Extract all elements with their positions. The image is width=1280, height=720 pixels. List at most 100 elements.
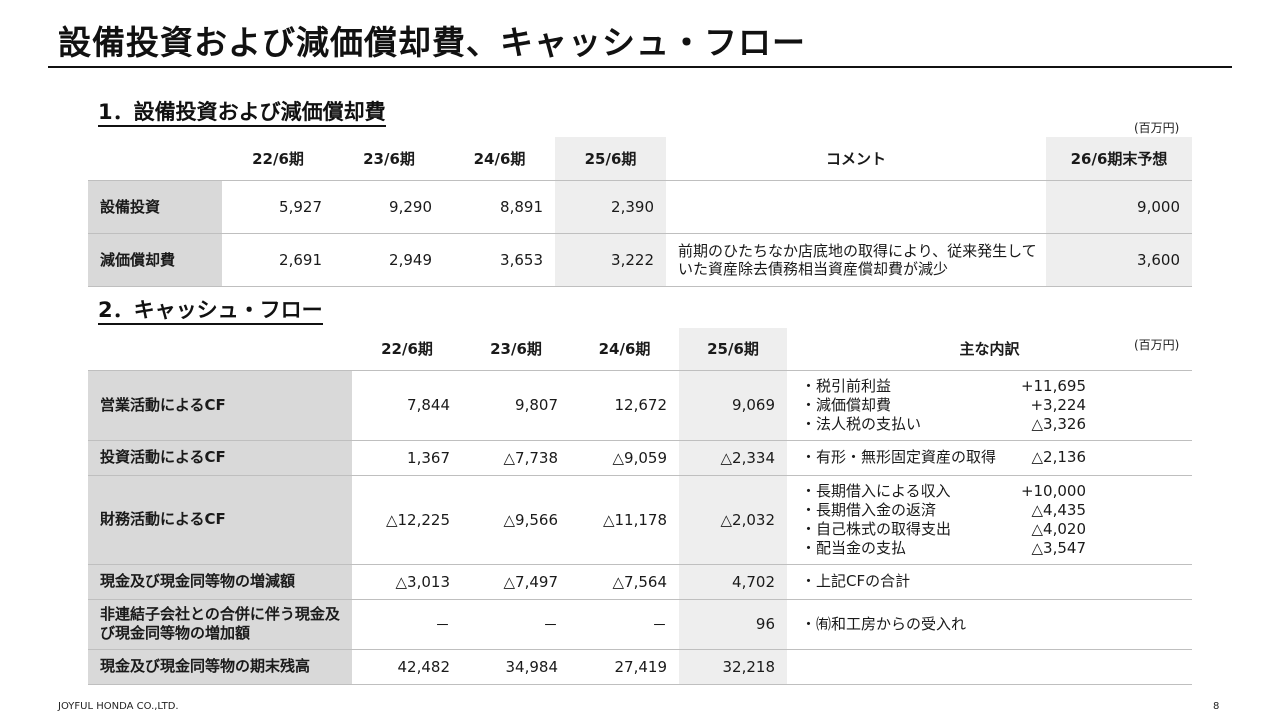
breakdown-item: ・長期借入金の返済 △4,435 [801, 501, 1086, 520]
row-label: 減価償却費 [88, 233, 222, 287]
table-cell: － [570, 599, 679, 650]
table-row: 投資活動によるCF 1,367 △7,738 △9,059 △2,334 ・有形… [88, 440, 1192, 476]
table-cell: △11,178 [570, 475, 679, 565]
row-label: 現金及び現金同等物の増減額 [88, 564, 352, 600]
table-cell: 34,984 [462, 649, 570, 685]
breakdown-label: ・㈲和工房からの受入れ [801, 614, 967, 633]
comment-cell [666, 180, 1046, 234]
table-row: 減価償却費 2,691 2,949 3,653 3,222 前期のひたちなか店底… [88, 233, 1192, 287]
table-cell: △7,497 [462, 564, 570, 600]
table-header-row: 22/6期 23/6期 24/6期 25/6期 主な内訳 [88, 328, 1192, 371]
breakdown-amount: +11,695 [1020, 376, 1086, 395]
table-header-row: 22/6期 23/6期 24/6期 25/6期 コメント 26/6期末予想 [88, 137, 1192, 181]
column-header: 22/6期 [352, 328, 462, 371]
breakdown-item: ・長期借入による収入 +10,000 [801, 482, 1086, 501]
column-header: 26/6期末予想 [1046, 137, 1192, 181]
table-cell: 2,949 [334, 233, 444, 287]
table-cell: △12,225 [352, 475, 462, 565]
table-cell: 42,482 [352, 649, 462, 685]
breakdown-cell: ・長期借入による収入 +10,000 ・長期借入金の返済 △4,435 ・自己株式の… [787, 475, 1192, 565]
breakdown-cell: ・上記CFの合計 [787, 564, 1192, 600]
table-cell: 27,419 [570, 649, 679, 685]
breakdown-cell [787, 649, 1192, 685]
breakdown-item: ・配当金の支払 △3,547 [801, 539, 1086, 558]
table-row: 非連結子会社との合併に伴う現金及び現金同等物の増加額 － － － 96 ・㈲和工… [88, 599, 1192, 650]
breakdown-cell: ・税引前利益 +11,695 ・減価償却費 +3,224 ・法人税の支払い △3,32… [787, 370, 1192, 441]
breakdown-item: ・㈲和工房からの受入れ [801, 615, 1086, 634]
column-header: 24/6期 [570, 328, 679, 371]
breakdown-item: ・有形・無形固定資産の取得 △2,136 [801, 448, 1086, 467]
breakdown-label: ・減価償却費 [801, 395, 892, 414]
table-cell: － [462, 599, 570, 650]
row-label: 現金及び現金同等物の期末残高 [88, 649, 352, 685]
table-cell: 4,702 [679, 564, 787, 600]
table-cell: 3,222 [555, 233, 666, 287]
row-label: 投資活動によるCF [88, 440, 352, 476]
table-row: 現金及び現金同等物の期末残高 42,482 34,984 27,419 32,2… [88, 649, 1192, 685]
breakdown-label: ・法人税の支払い [801, 414, 922, 433]
breakdown-label: ・自己株式の取得支出 [801, 519, 952, 538]
table-cell: 7,844 [352, 370, 462, 441]
column-header: 主な内訳 [787, 328, 1192, 371]
breakdown-amount: △3,547 [1031, 538, 1086, 557]
breakdown-cell: ・有形・無形固定資産の取得 △2,136 [787, 440, 1192, 476]
section-heading-cashflow: 2．キャッシュ・フロー [98, 298, 323, 325]
table-cell: △2,334 [679, 440, 787, 476]
breakdown-item: ・自己株式の取得支出 △4,020 [801, 520, 1086, 539]
column-header [88, 137, 222, 181]
table-cell: 9,069 [679, 370, 787, 441]
column-header [88, 328, 352, 371]
cashflow-table: 22/6期 23/6期 24/6期 25/6期 主な内訳 営業活動によるCF 7… [88, 328, 1192, 685]
comment-cell: 前期のひたちなか店底地の取得により、従来発生していた資産除去債務相当資産償却費が… [666, 233, 1046, 287]
column-header: コメント [666, 137, 1046, 181]
title-divider [48, 66, 1232, 68]
table-row: 設備投資 5,927 9,290 8,891 2,390 9,000 [88, 180, 1192, 234]
breakdown-label: ・長期借入金の返済 [801, 500, 937, 519]
table-cell: 2,691 [222, 233, 334, 287]
breakdown-item: ・法人税の支払い △3,326 [801, 415, 1086, 434]
table-cell: 8,891 [444, 180, 555, 234]
capex-depreciation-table: 22/6期 23/6期 24/6期 25/6期 コメント 26/6期末予想 設備… [88, 137, 1192, 287]
breakdown-amount: △4,020 [1031, 519, 1086, 538]
table-cell: 1,367 [352, 440, 462, 476]
table-cell: △7,564 [570, 564, 679, 600]
breakdown-amount: +10,000 [1020, 481, 1086, 500]
table-row: 現金及び現金同等物の増減額 △3,013 △7,497 △7,564 4,702… [88, 564, 1192, 600]
breakdown-label: ・有形・無形固定資産の取得 [801, 448, 997, 466]
table-cell: 9,807 [462, 370, 570, 441]
breakdown-label: ・長期借入による収入 [801, 481, 951, 500]
breakdown-label: ・上記CFの合計 [801, 572, 911, 590]
table-cell: 3,653 [444, 233, 555, 287]
table-row: 財務活動によるCF △12,225 △9,566 △11,178 △2,032 … [88, 475, 1192, 565]
unit-label: (百万円) [1134, 121, 1180, 135]
table-cell: 5,927 [222, 180, 334, 234]
forecast-cell: 9,000 [1046, 180, 1192, 234]
breakdown-label: ・税引前利益 [801, 376, 892, 395]
table-cell: △7,738 [462, 440, 570, 476]
column-header: 24/6期 [444, 137, 555, 181]
column-header: 22/6期 [222, 137, 334, 181]
breakdown-amount: △3,326 [1031, 414, 1086, 433]
breakdown-item: ・税引前利益 +11,695 [801, 377, 1086, 396]
breakdown-amount: △2,136 [1031, 448, 1086, 466]
table-cell: △3,013 [352, 564, 462, 600]
row-label: 非連結子会社との合併に伴う現金及び現金同等物の増加額 [88, 599, 352, 650]
page-title: 設備投資および減価償却費、キャッシュ・フロー [58, 23, 806, 62]
page-number: 8 [1213, 701, 1220, 712]
forecast-cell: 3,600 [1046, 233, 1192, 287]
column-header: 25/6期 [555, 137, 666, 181]
column-header: 25/6期 [679, 328, 787, 371]
table-cell: 96 [679, 599, 787, 650]
breakdown-amount: +3,224 [1030, 395, 1086, 414]
breakdown-item: ・上記CFの合計 [801, 572, 1086, 591]
section-heading-capex: 1．設備投資および減価償却費 [98, 100, 386, 127]
table-row: 営業活動によるCF 7,844 9,807 12,672 9,069 ・税引前利… [88, 370, 1192, 441]
breakdown-cell: ・㈲和工房からの受入れ [787, 599, 1192, 650]
row-label: 財務活動によるCF [88, 475, 352, 565]
breakdown-item: ・減価償却費 +3,224 [801, 396, 1086, 415]
row-label: 設備投資 [88, 180, 222, 234]
table-cell: △9,566 [462, 475, 570, 565]
table-cell: 2,390 [555, 180, 666, 234]
table-cell: － [352, 599, 462, 650]
column-header: 23/6期 [462, 328, 570, 371]
